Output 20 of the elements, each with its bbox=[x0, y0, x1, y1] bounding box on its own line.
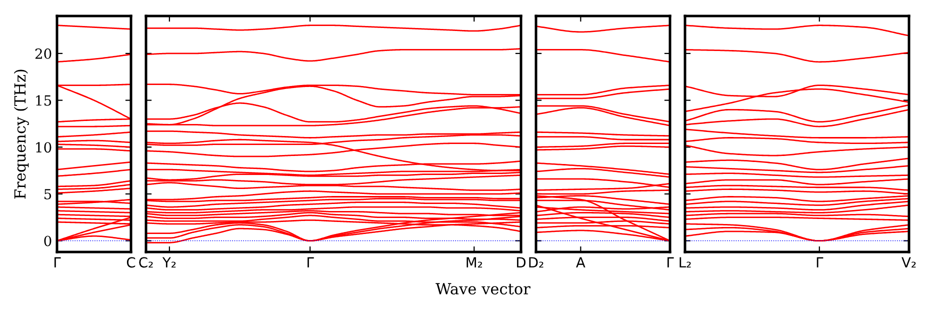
y-tick-label: 20 bbox=[35, 48, 52, 59]
y-tick-label: 5 bbox=[44, 189, 52, 200]
x-tick-label: M₂ bbox=[466, 257, 482, 268]
x-tick-label: L₂ bbox=[680, 257, 691, 268]
x-tick-label: A bbox=[576, 257, 586, 268]
x-tick-label: Γ bbox=[308, 257, 314, 268]
x-tick-label: D₂ bbox=[529, 257, 544, 268]
x-tick-label: Γ bbox=[816, 257, 824, 268]
y-tick-label: 15 bbox=[36, 95, 52, 106]
y-axis-title: Frequency (THz) bbox=[14, 70, 29, 199]
y-tick-label: 0 bbox=[44, 236, 52, 246]
x-tick-label: C bbox=[126, 257, 136, 268]
x-tick-label: Γ bbox=[667, 257, 674, 268]
x-tick-label: Γ bbox=[54, 257, 61, 268]
x-tick-label: V₂ bbox=[902, 257, 916, 268]
y-tick-label: 10 bbox=[36, 142, 52, 153]
x-tick-label: Y₂ bbox=[162, 257, 176, 268]
x-axis-title: Wave vector bbox=[436, 283, 530, 295]
x-tick-label: D bbox=[517, 257, 526, 268]
x-tick-label: C₂ bbox=[139, 257, 153, 268]
